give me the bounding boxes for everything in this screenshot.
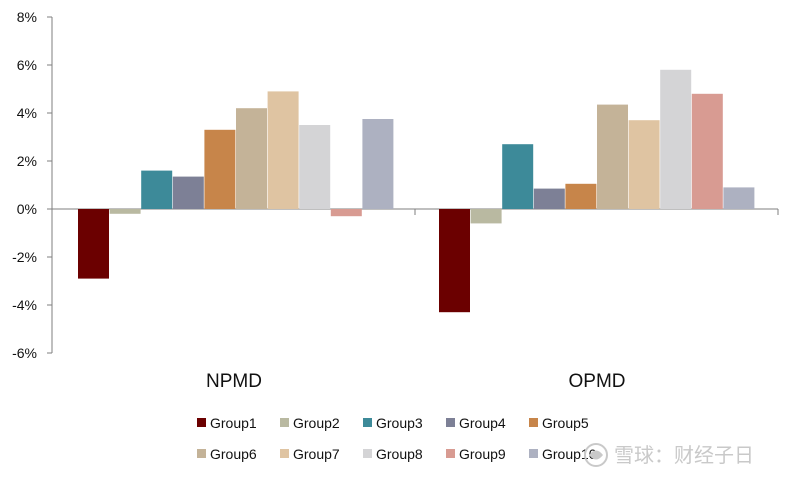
- legend-item: Group1: [197, 415, 257, 431]
- bar-group8-opmd: [660, 69, 692, 209]
- bar-group1-opmd: [439, 209, 470, 313]
- legend-swatch: [446, 449, 455, 458]
- bar-group6-opmd: [597, 104, 628, 209]
- legend-label: Group10: [542, 446, 597, 462]
- legend-swatch: [197, 449, 206, 458]
- legend-label: Group6: [210, 446, 257, 462]
- y-tick-label: 0%: [17, 201, 37, 217]
- legend-item: Group3: [363, 415, 423, 431]
- bar-group5-opmd: [565, 183, 597, 209]
- snowball-logo-icon: [584, 443, 608, 467]
- legend-label: Group9: [459, 446, 506, 462]
- legend-label: Group7: [293, 446, 340, 462]
- legend: Group1 Group2 Group3 Group4 Group5 Group6 Grou…: [197, 415, 597, 462]
- legend-label: Group3: [376, 415, 423, 431]
- y-tick-label: 8%: [17, 9, 37, 25]
- category-label: OPMD: [569, 371, 626, 392]
- bar-group4-npmd: [172, 176, 204, 209]
- bar-group5-npmd: [204, 129, 236, 209]
- legend-label: Group1: [210, 415, 257, 431]
- y-tick-label: 2%: [17, 153, 37, 169]
- legend-item: Group6: [197, 446, 257, 462]
- y-tick-label: -4%: [12, 297, 37, 313]
- y-tick-label: -6%: [12, 345, 37, 361]
- y-tick-label: -2%: [12, 249, 37, 265]
- legend-swatch: [363, 449, 372, 458]
- legend-swatch: [446, 418, 455, 427]
- legend-label: Group5: [542, 415, 589, 431]
- y-tick-label: 6%: [17, 57, 37, 73]
- bar-group7-npmd: [267, 91, 299, 209]
- bar-group3-npmd: [141, 170, 173, 209]
- legend-item: Group8: [363, 446, 423, 462]
- bar-group2-npmd: [109, 209, 141, 214]
- y-tick-label: 4%: [17, 105, 37, 121]
- bar-group6-npmd: [236, 108, 267, 209]
- bar-group7-opmd: [628, 120, 660, 209]
- category-label: NPMD: [206, 371, 262, 392]
- bar-group8-npmd: [299, 125, 331, 209]
- legend-label: Group4: [459, 415, 506, 431]
- bar-group10-opmd: [723, 187, 755, 209]
- legend-swatch: [529, 418, 538, 427]
- bar-group2-opmd: [470, 209, 502, 224]
- bar-group4-opmd: [533, 188, 565, 209]
- legend-label: Group8: [376, 446, 423, 462]
- bar-group10-npmd: [362, 119, 394, 209]
- legend-label: Group2: [293, 415, 340, 431]
- legend-swatch: [280, 449, 289, 458]
- bar-group9-npmd: [330, 209, 362, 217]
- bar-group9-opmd: [691, 93, 723, 209]
- legend-swatch: [197, 418, 206, 427]
- legend-item: Group2: [280, 415, 340, 431]
- watermark: 雪球：财经子日: [584, 443, 754, 467]
- category-labels: NPMD OPMD: [206, 371, 625, 392]
- legend-item: Group9: [446, 446, 506, 462]
- legend-item: Group10: [529, 446, 597, 462]
- legend-item: Group4: [446, 415, 506, 431]
- legend-swatch: [280, 418, 289, 427]
- watermark-text: 雪球：财经子日: [614, 443, 754, 467]
- legend-item: Group5: [529, 415, 589, 431]
- legend-swatch: [529, 449, 538, 458]
- legend-swatch: [363, 418, 372, 427]
- bars: [78, 69, 755, 313]
- bar-group1-npmd: [78, 209, 109, 279]
- bar-group3-opmd: [502, 144, 534, 209]
- legend-item: Group7: [280, 446, 340, 462]
